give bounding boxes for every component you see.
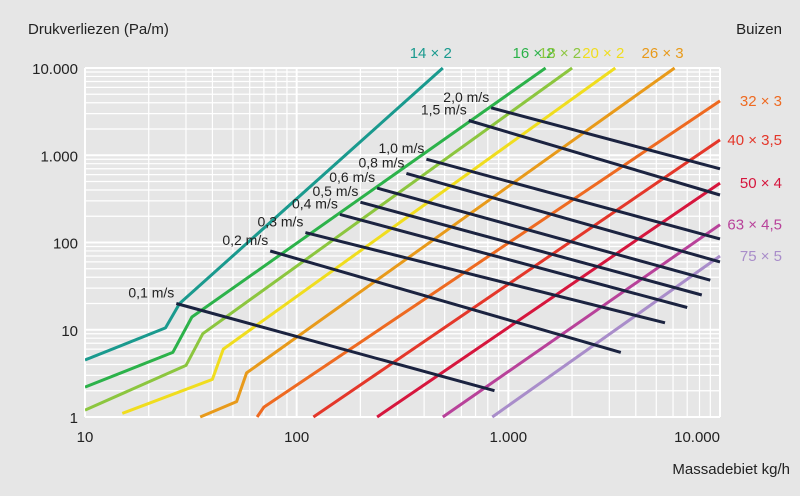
- velocity-line-8: [468, 119, 721, 197]
- x-tick-label: 1.000: [490, 429, 528, 446]
- y-axis-title: Drukverliezen (Pa/m): [28, 21, 169, 38]
- series-label: 14 × 2: [410, 45, 452, 62]
- velocity-label: 2,0 m/s: [443, 89, 489, 105]
- pipe-line-series-1: [85, 66, 547, 389]
- velocity-line-1: [269, 249, 622, 354]
- x-tick-label: 10: [77, 429, 94, 446]
- velocity-line-7: [426, 157, 721, 241]
- pipe-line-series-4: [199, 66, 676, 419]
- velocity-label: 1,5 m/s: [421, 102, 467, 118]
- velocity-line-3: [339, 212, 688, 309]
- pipe-line-series-9: [491, 254, 721, 419]
- series-label: 40 × 3,5: [727, 132, 782, 149]
- pipe-line-series-5: [255, 99, 721, 418]
- pipe-line-series-8: [441, 223, 721, 419]
- velocity-label: 0,4 m/s: [292, 195, 338, 211]
- y-tick-label: 100: [53, 236, 78, 253]
- series-label: 75 × 5: [740, 248, 782, 265]
- series-label: 32 × 3: [740, 93, 782, 110]
- axis-ticks: 10 100 1.000 10.000 1 10 100 1.000 10.000: [32, 61, 720, 446]
- series-label: 63 × 4,5: [727, 217, 782, 234]
- velocity-label: 0,2 m/s: [222, 232, 268, 248]
- velocity-label: 1,0 m/s: [378, 140, 424, 156]
- velocity-label: 0,5 m/s: [312, 183, 358, 199]
- velocity-line-2: [305, 231, 666, 325]
- velocity-label: 0,1 m/s: [128, 284, 174, 300]
- series-label: 18 × 2: [539, 45, 581, 62]
- velocity-label: 0,6 m/s: [329, 169, 375, 185]
- velocity-line-9: [490, 106, 721, 171]
- pipe-line-series-0: [85, 66, 444, 362]
- x-tick-label: 100: [284, 429, 309, 446]
- series-label: 50 × 4: [740, 175, 782, 192]
- velocity-label: 0,8 m/s: [359, 154, 405, 170]
- y-tick-label: 10: [61, 323, 78, 340]
- series-label: 16 × 2: [513, 45, 555, 62]
- x-tick-label: 10.000: [674, 429, 720, 446]
- pipe-line-series-3: [121, 66, 617, 415]
- velocity-line-5: [376, 186, 711, 282]
- velocity-line-0: [175, 302, 495, 393]
- labels: 14 × 2 16 × 218 × 2 20 × 2 26 × 3 32 × 3 40 ×…: [128, 45, 782, 300]
- velocity-label: 0,3 m/s: [258, 214, 304, 230]
- pipe-series: [85, 66, 721, 419]
- y-tick-label: 1.000: [40, 148, 78, 165]
- velocity-line-6: [405, 171, 721, 264]
- velocity-lines: [175, 106, 721, 393]
- series-label: 26 × 3: [641, 45, 683, 62]
- x-axis-title: Massadebiet kg/h: [672, 461, 790, 478]
- velocity-line-4: [360, 200, 703, 297]
- legend-title: Buizen: [736, 21, 782, 38]
- series-label: 20 × 2: [582, 45, 624, 62]
- pipe-line-series-2: [85, 66, 573, 412]
- y-tick-label: 10.000: [32, 61, 78, 78]
- pipe-line-series-6: [312, 138, 721, 419]
- y-tick-label: 1: [70, 410, 78, 427]
